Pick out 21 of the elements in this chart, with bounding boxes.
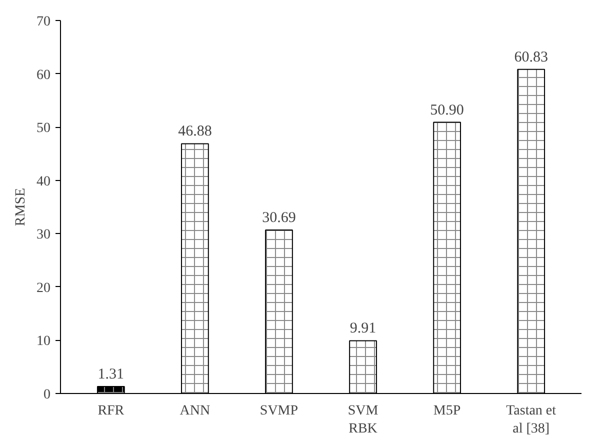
y-tick-label: 40 bbox=[36, 174, 50, 190]
x-tick-label: ANN bbox=[180, 404, 210, 418]
data-label: 9.91 bbox=[350, 320, 376, 337]
data-label: 30.69 bbox=[262, 210, 296, 226]
y-tick-label: 50 bbox=[36, 121, 50, 136]
x-tick-label: Tastan et al [38] bbox=[506, 404, 556, 436]
data-label: 46.88 bbox=[178, 124, 212, 140]
x-tick-label: M5P bbox=[433, 404, 461, 418]
y-tick-label: 0 bbox=[44, 388, 50, 402]
y-tick-label: 70 bbox=[36, 14, 50, 30]
x-tick-label: SVMP bbox=[260, 404, 298, 418]
data-label: 50.90 bbox=[430, 102, 464, 118]
y-tick-label: 10 bbox=[36, 334, 50, 350]
x-tick-label: RFR bbox=[98, 404, 125, 418]
data-label: 1.31 bbox=[98, 366, 124, 383]
y-tick-label: 20 bbox=[36, 280, 50, 296]
data-label: 60.83 bbox=[514, 49, 548, 66]
y-tick-label: 30 bbox=[36, 228, 50, 243]
x-tick-label: SVM RBK bbox=[348, 404, 379, 436]
y-tick-label: 60 bbox=[36, 68, 50, 83]
y-axis-title: RMSE bbox=[14, 188, 28, 226]
